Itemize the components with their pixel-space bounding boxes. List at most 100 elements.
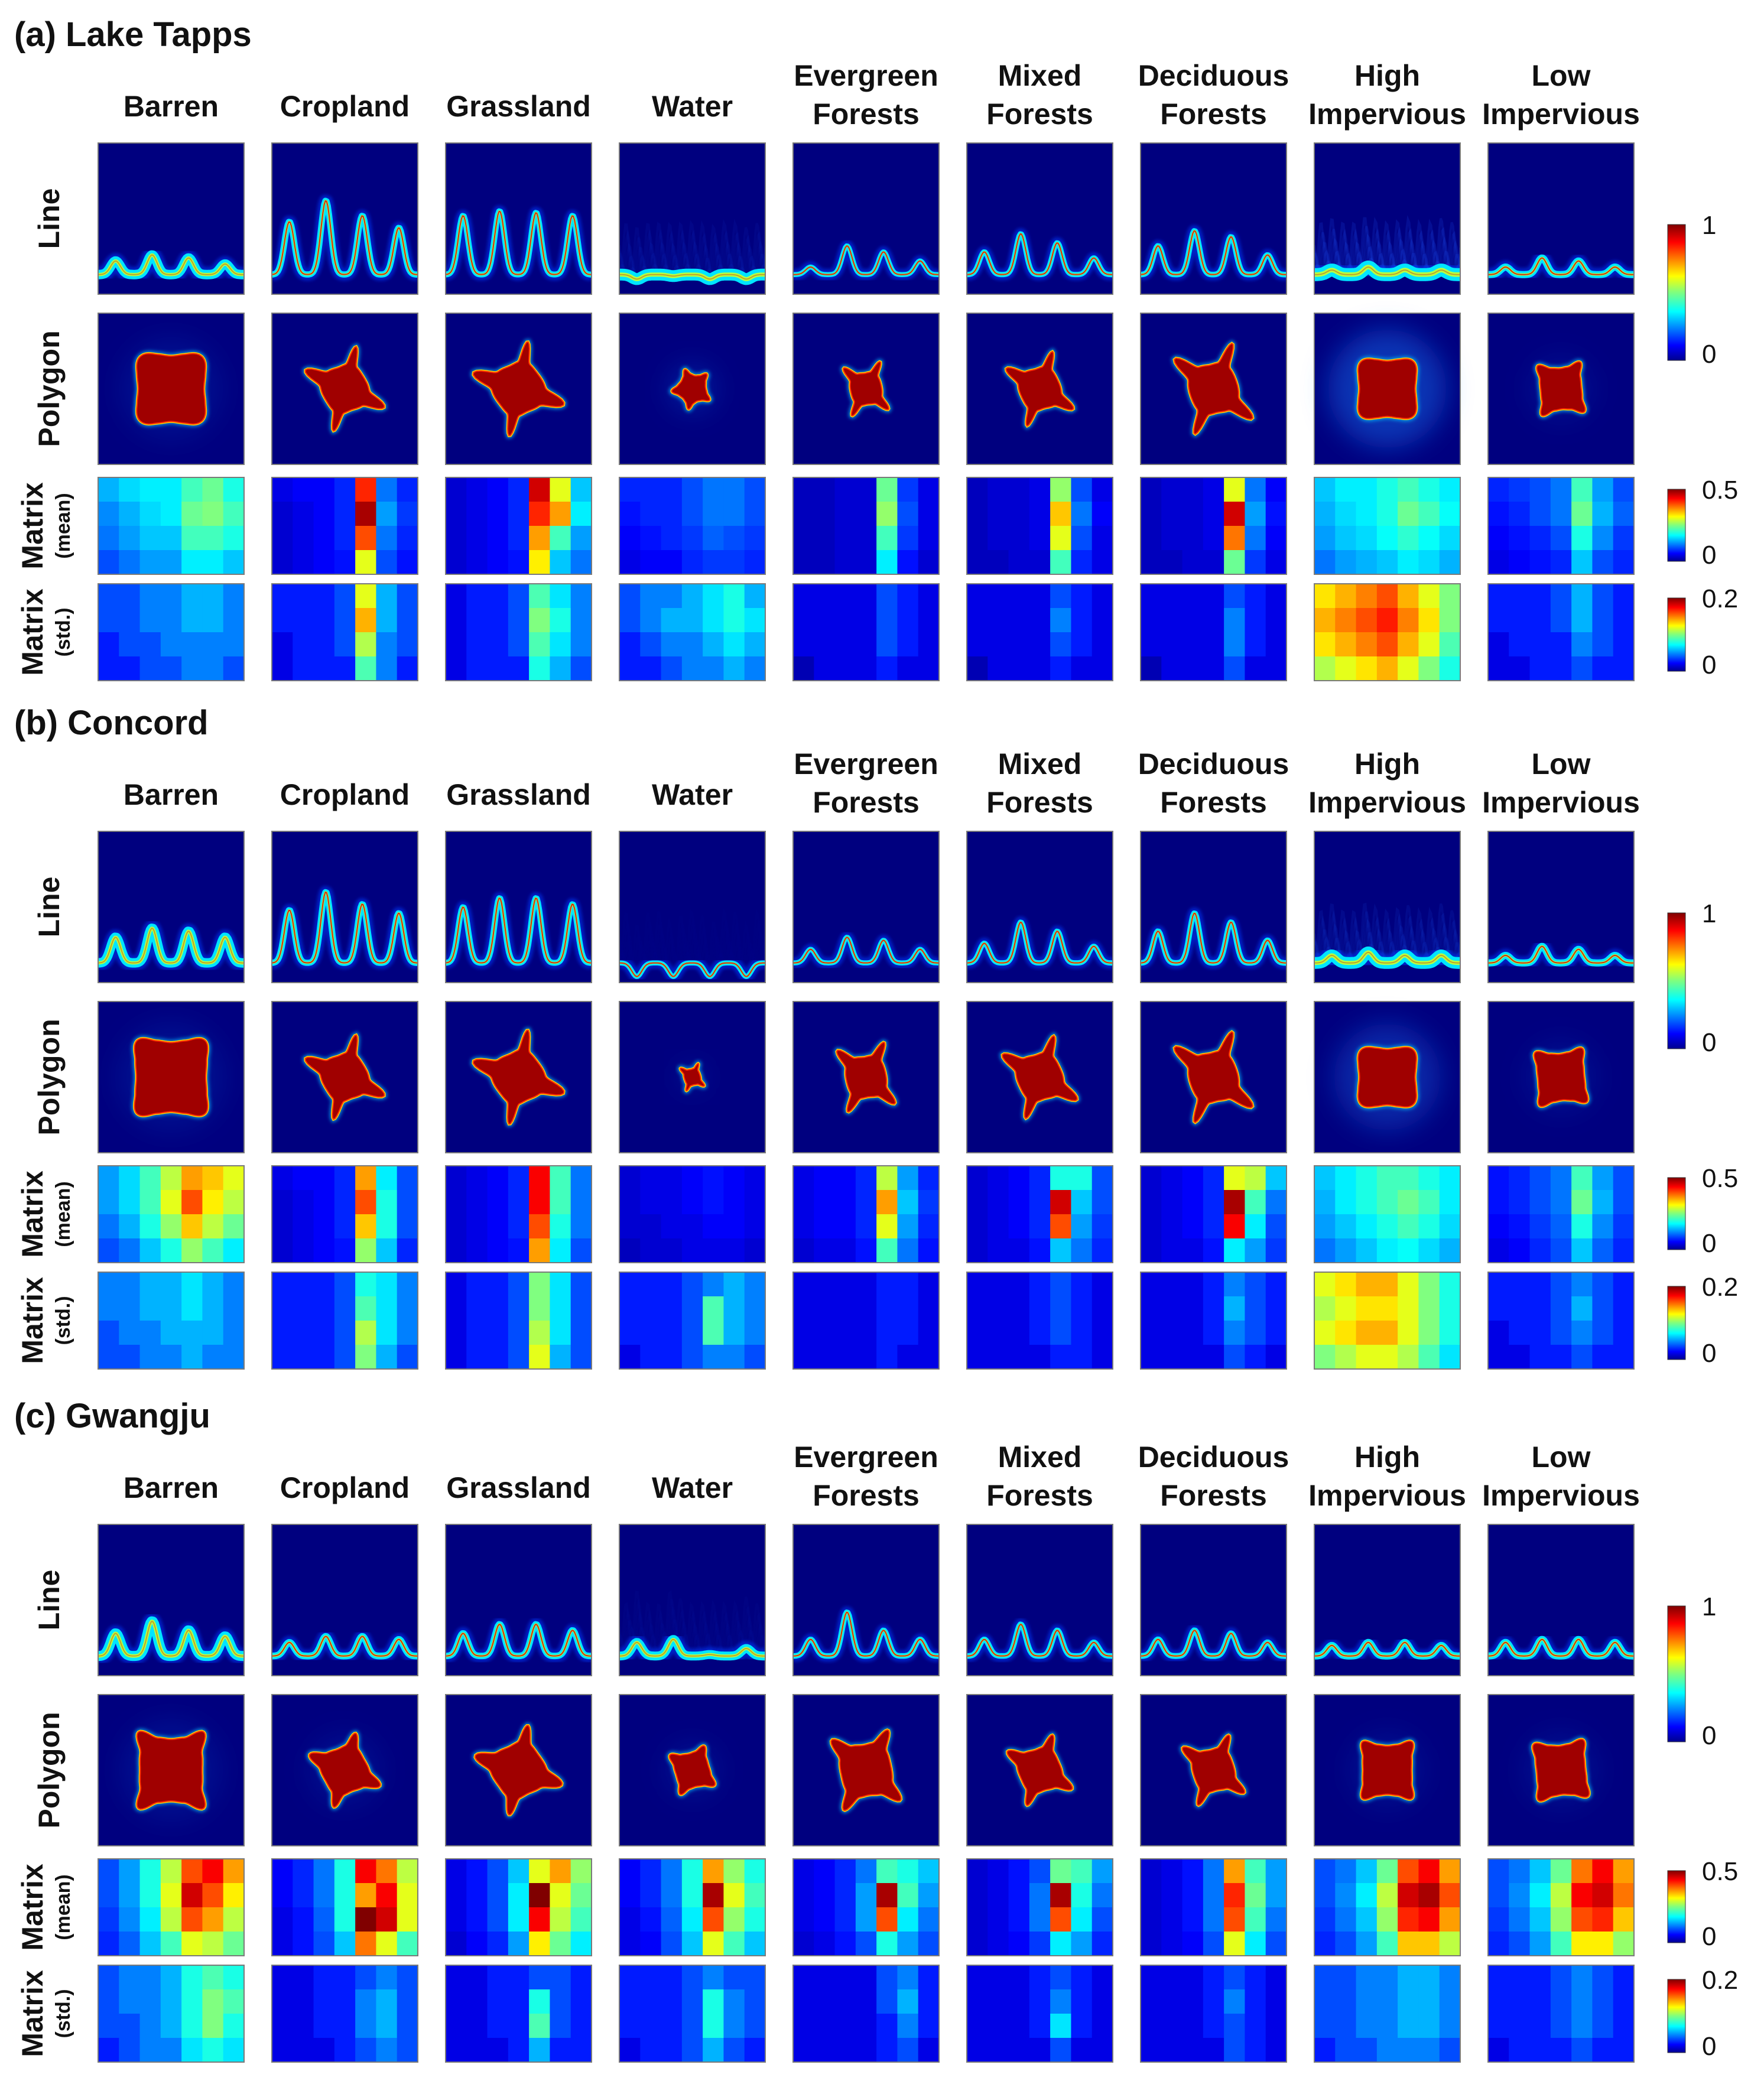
panel-column-water: [619, 1524, 766, 2063]
c-gwangju-evergreen-forests-polygon-panel-frame: [792, 1694, 940, 1846]
c-gwangju-barren-matrix-std-panel-cell: [223, 2038, 245, 2063]
a-lake-tapps-low-impervious-matrix-mean-panel-frame: [1487, 477, 1635, 575]
a-lake-tapps-deciduous-forests-matrix-std-panel-cell: [1161, 584, 1183, 609]
a-lake-tapps-cropland-matrix-std-panel-cell: [293, 656, 314, 681]
b-concord-deciduous-forests-matrix-mean-panel-cell: [1265, 1238, 1287, 1263]
a-lake-tapps-evergreen-forests-matrix-mean-panel-cell: [834, 477, 856, 502]
a-lake-tapps-water-matrix-mean-panel-cell: [744, 477, 766, 502]
c-gwangju-low-impervious-matrix-std-panel-cell: [1509, 2038, 1531, 2063]
a-lake-tapps-evergreen-forests-line-panel-density-peak: [793, 245, 939, 275]
a-lake-tapps-barren-matrix-std-panel-cell: [181, 656, 203, 681]
b-concord-evergreen-forests-matrix-mean-panel-cell: [855, 1166, 877, 1191]
b-concord-water-polygon-panel-shape: [679, 1062, 706, 1092]
c-gwangju-high-impervious-matrix-std-panel-cell: [1314, 2038, 1336, 2063]
c-gwangju-deciduous-forests-matrix-mean-panel-cell: [1161, 1932, 1183, 1956]
c-gwangju-high-impervious-matrix-std-panel-cell: [1398, 2014, 1419, 2038]
b-concord-grassland-polygon-panel-shape: [472, 1029, 565, 1125]
b-concord-cropland-line-panel-density-peak: [272, 892, 418, 964]
a-lake-tapps-barren-polygon-panel-frame: [98, 313, 245, 465]
c-gwangju-high-impervious-matrix-mean-panel-cell: [1439, 1859, 1461, 1884]
a-lake-tapps-high-impervious-matrix-std-panel-cell: [1398, 584, 1419, 609]
c-gwangju-mixed-forests-matrix-std-panel-cell: [1050, 2038, 1072, 2063]
c-gwangju-evergreen-forests-matrix-mean-panel-cell: [897, 1932, 919, 1956]
a-lake-tapps-water-matrix-std-panel-cell: [723, 632, 745, 657]
b-concord-deciduous-forests-matrix-std-panel-cell: [1265, 1296, 1287, 1321]
a-lake-tapps-barren-matrix-std-panel-cell: [98, 584, 119, 609]
b-concord-evergreen-forests-matrix-std-panel-cell: [814, 1272, 836, 1297]
b-concord-deciduous-forests-matrix-mean-panel-cell: [1141, 1238, 1162, 1263]
b-concord-deciduous-forests-matrix-mean-panel-cell: [1141, 1190, 1162, 1215]
c-gwangju-cropland-matrix-mean-panel-cell: [313, 1859, 335, 1884]
c-gwangju-low-impervious-matrix-mean-panel-cell: [1488, 1883, 1509, 1908]
b-concord-grassland-matrix-mean-panel-cell: [508, 1166, 529, 1191]
b-concord-cropland-matrix-mean-panel-cell: [334, 1238, 356, 1263]
b-concord-water-matrix-std-panel-cell: [703, 1296, 725, 1321]
a-lake-tapps-grassland-matrix-std-panel-cell: [446, 608, 467, 633]
c-gwangju-water-matrix-mean-panel-cell: [681, 1883, 703, 1908]
c-gwangju-mixed-forests-matrix-mean-panel-cell: [1029, 1907, 1051, 1932]
a-lake-tapps-grassland-matrix-mean-panel-cell: [529, 526, 551, 551]
colorbar-matrix-std-min-label: 0: [1702, 651, 1716, 679]
c-gwangju-grassland-matrix-mean-panel-cell: [529, 1932, 551, 1956]
a-lake-tapps-barren-matrix-std-panel-cell: [202, 632, 224, 657]
c-gwangju-high-impervious-matrix-std-panel-cell: [1439, 2038, 1461, 2063]
a-lake-tapps-water-matrix-mean-panel-cell: [661, 502, 683, 526]
c-gwangju-cropland-polygon-panel-frame: [271, 1694, 418, 1846]
a-lake-tapps-grassland-matrix-mean-panel-frame: [445, 477, 592, 575]
c-gwangju-evergreen-forests-matrix-std-panel-cell: [793, 1965, 814, 1990]
c-gwangju-water-matrix-std-panel-cell: [681, 1989, 703, 2014]
a-lake-tapps-low-impervious-matrix-std-panel-cell: [1550, 656, 1572, 681]
a-lake-tapps-deciduous-forests-matrix-std-panel-cell: [1161, 632, 1183, 657]
a-lake-tapps-mixed-forests-matrix-std-panel-cell: [987, 584, 1009, 609]
c-gwangju-low-impervious-matrix-std-panel-cell: [1592, 2038, 1614, 2063]
b-concord-cropland-matrix-std-panel-cell: [313, 1272, 335, 1297]
row-label-matrix_std: Matrix: [16, 1970, 49, 2057]
b-concord-low-impervious-matrix-mean-panel-cell: [1613, 1214, 1635, 1239]
c-gwangju-deciduous-forests-matrix-std-panel-cell: [1182, 1965, 1204, 1990]
b-concord-grassland-matrix-std-panel-cell: [487, 1272, 509, 1297]
a-lake-tapps-high-impervious-matrix-std-panel-cell: [1418, 584, 1440, 609]
b-concord-deciduous-forests-matrix-std-panel-cell: [1265, 1272, 1287, 1297]
c-gwangju-deciduous-forests-matrix-mean-panel-cell: [1245, 1932, 1266, 1956]
b-concord-evergreen-forests-matrix-std-panel-cell: [897, 1272, 919, 1297]
a-lake-tapps-water-matrix-mean-panel-cell: [619, 502, 641, 526]
a-lake-tapps-evergreen-forests-matrix-mean-panel-cell: [918, 477, 940, 502]
a-lake-tapps-water-matrix-mean-panel-cell: [703, 526, 725, 551]
colorbar-line-polygon-min-label: 0: [1702, 1721, 1716, 1750]
b-concord-water-matrix-mean-panel-cell: [703, 1166, 725, 1191]
a-lake-tapps-water-line-panel-haze-trace: [619, 240, 765, 283]
c-gwangju-evergreen-forests-matrix-std-panel-cell: [897, 2014, 919, 2038]
a-lake-tapps-cropland-matrix-std-panel-cell: [313, 584, 335, 609]
a-lake-tapps-evergreen-forests-matrix-std-panel-cell: [855, 584, 877, 609]
b-concord-cropland-matrix-mean-panel-cell: [376, 1190, 398, 1215]
b-concord-water-matrix-mean-panel-cell: [744, 1214, 766, 1239]
b-concord-high-impervious-matrix-mean-panel-cell: [1356, 1166, 1378, 1191]
a-lake-tapps-mixed-forests-matrix-mean-panel-cell: [967, 502, 988, 526]
c-gwangju-mixed-forests-matrix-std-panel-cell: [1071, 1965, 1093, 1990]
a-lake-tapps-grassland-matrix-mean-panel-cell: [466, 477, 488, 502]
b-concord-high-impervious-matrix-mean-panel-cell: [1418, 1190, 1440, 1215]
c-gwangju-high-impervious-matrix-std-panel-cell: [1335, 1989, 1357, 2014]
a-lake-tapps-cropland-matrix-mean-panel-frame: [271, 477, 418, 575]
a-lake-tapps-mixed-forests-matrix-std-panel-cell: [1029, 608, 1051, 633]
a-lake-tapps-water-matrix-std-panel-cell: [661, 656, 683, 681]
a-lake-tapps-mixed-forests-matrix-mean-panel-cell: [967, 550, 988, 575]
c-gwangju-cropland-matrix-std-panel-cell: [397, 2014, 418, 2038]
b-concord-high-impervious-matrix-mean-panel-cell: [1376, 1190, 1398, 1215]
a-lake-tapps-cropland-matrix-std-panel-cell: [313, 656, 335, 681]
c-gwangju-grassland-matrix-mean-panel-cell: [508, 1883, 529, 1908]
a-lake-tapps-barren-matrix-mean-panel-cell: [181, 502, 203, 526]
b-concord-grassland-matrix-std-panel-cell: [446, 1321, 467, 1345]
a-lake-tapps-low-impervious-matrix-std-panel-cell: [1509, 656, 1531, 681]
c-gwangju-grassland-matrix-std-panel-cell: [487, 1965, 509, 1990]
c-gwangju-evergreen-forests-matrix-mean-panel-cell: [834, 1932, 856, 1956]
a-lake-tapps-mixed-forests-matrix-mean-panel-cell: [1029, 502, 1051, 526]
c-gwangju-evergreen-forests-matrix-mean-panel-cell: [897, 1883, 919, 1908]
c-gwangju-water-matrix-mean-panel-cell: [619, 1907, 641, 1932]
c-gwangju-water-matrix-mean-panel-cell: [619, 1859, 641, 1884]
a-lake-tapps-water-matrix-std-panel-cell: [661, 632, 683, 657]
c-gwangju-cropland-matrix-std-panel-cell: [272, 1965, 293, 1990]
a-lake-tapps-low-impervious-matrix-mean-panel-cell: [1509, 502, 1531, 526]
c-gwangju-mixed-forests-matrix-mean-panel-cell: [1008, 1932, 1030, 1956]
b-concord-mixed-forests-matrix-std-panel-cell: [967, 1345, 988, 1370]
